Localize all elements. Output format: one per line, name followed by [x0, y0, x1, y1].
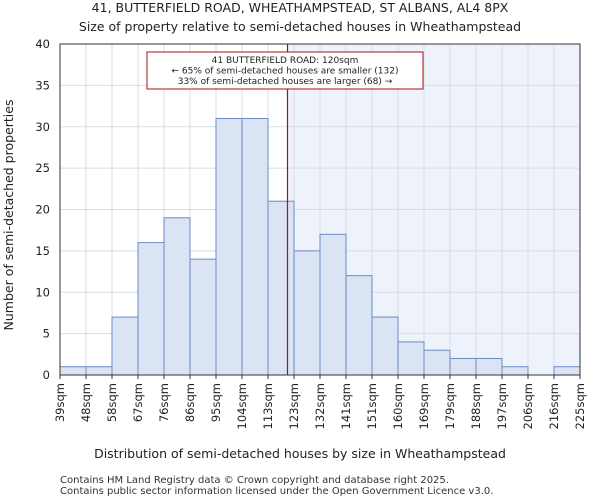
x-tick-label: 141sqm — [339, 383, 353, 429]
bar-86sqm — [189, 258, 217, 376]
x-tick-label: 197sqm — [495, 383, 509, 429]
x-tick-label: 151sqm — [365, 383, 379, 429]
x-tick-label: 95sqm — [209, 383, 223, 422]
y-tick-label: 10 — [35, 285, 50, 299]
bar-179sqm — [449, 357, 477, 376]
bar-151sqm — [371, 316, 399, 376]
bar-169sqm — [423, 349, 451, 376]
x-tick-label: 48sqm — [79, 383, 93, 422]
y-tick-label: 30 — [35, 120, 50, 134]
x-tick-label: 67sqm — [131, 383, 145, 422]
bar-48sqm — [85, 366, 113, 376]
y-tick-label: 40 — [35, 37, 50, 51]
x-tick-label: 225sqm — [573, 383, 587, 429]
x-tick-label: 216sqm — [547, 383, 561, 429]
x-tick-label: 104sqm — [235, 383, 249, 429]
bar-123sqm — [293, 250, 321, 376]
annotation-line-2: ← 65% of semi-detached houses are smalle… — [172, 67, 399, 77]
bar-67sqm — [137, 242, 165, 376]
y-tick-label: 15 — [35, 244, 50, 258]
x-tick-label: 169sqm — [417, 383, 431, 429]
bar-197sqm — [501, 366, 529, 376]
bar-39sqm — [59, 366, 87, 376]
bar-141sqm — [345, 275, 373, 376]
x-tick-label: 58sqm — [105, 383, 119, 422]
x-tick-label: 76sqm — [157, 383, 171, 422]
bar-95sqm — [215, 117, 243, 376]
y-tick-label: 20 — [35, 203, 50, 217]
x-tick-label: 132sqm — [313, 383, 327, 429]
bar-132sqm — [319, 233, 347, 376]
x-tick-label: 86sqm — [183, 383, 197, 422]
bar-104sqm — [241, 117, 269, 376]
y-tick-label: 25 — [35, 161, 50, 175]
bar-216sqm — [553, 366, 581, 376]
x-tick-label: 113sqm — [261, 383, 275, 429]
annotation-box — [146, 51, 424, 90]
bar-113sqm — [267, 200, 295, 376]
x-tick-label: 39sqm — [53, 383, 67, 422]
bar-160sqm — [397, 341, 425, 376]
chart-subtitle: Size of property relative to semi-detach… — [79, 19, 521, 34]
x-axis-label: Distribution of semi-detached houses by … — [94, 446, 506, 461]
y-tick-label: 35 — [35, 78, 50, 92]
y-axis-label: Number of semi-detached properties — [1, 100, 16, 331]
annotation-line-1: 41 BUTTERFIELD ROAD: 120sqm — [212, 56, 359, 66]
x-tick-label: 123sqm — [287, 383, 301, 429]
bar-76sqm — [163, 217, 191, 376]
x-tick-label: 188sqm — [469, 383, 483, 429]
bar-58sqm — [111, 316, 139, 376]
annotation-line-3: 33% of semi-detached houses are larger (… — [178, 77, 393, 87]
x-tick-label: 160sqm — [391, 383, 405, 429]
y-tick-label: 0 — [43, 368, 50, 382]
bar-188sqm — [475, 357, 503, 376]
y-tick-label: 5 — [43, 327, 50, 341]
footer-line-1: Contains HM Land Registry data © Crown c… — [60, 475, 449, 486]
x-tick-label: 206sqm — [521, 383, 535, 429]
x-tick-label: 179sqm — [443, 383, 457, 429]
footer-line-2: Contains public sector information licen… — [60, 486, 493, 497]
chart-title: 41, BUTTERFIELD ROAD, WHEATHAMPSTEAD, ST… — [92, 0, 509, 15]
